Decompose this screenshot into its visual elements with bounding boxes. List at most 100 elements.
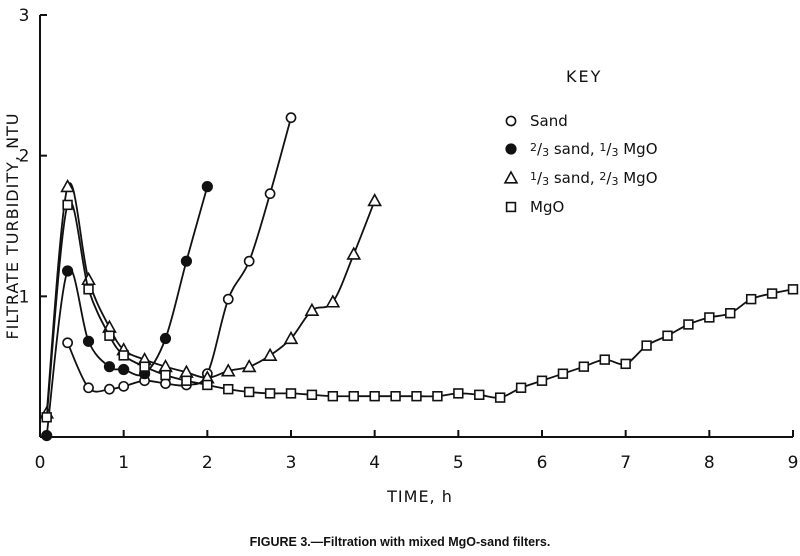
data-point-one-third-sand <box>304 302 320 317</box>
legend-marker-sand <box>505 115 517 127</box>
data-point-two-thirds-sand <box>82 335 95 347</box>
legend-label-mgo: MgO <box>530 198 564 216</box>
x-tick-label: 6 <box>537 453 548 473</box>
legend-item-mgo: MgO <box>505 198 564 216</box>
x-tick-label: 7 <box>620 453 631 473</box>
data-point-mgo <box>536 375 548 386</box>
x-ticks: 0 1 2 3 4 5 6 7 8 9 <box>35 430 799 473</box>
data-point-mgo <box>453 388 464 399</box>
data-point-sand <box>285 112 297 124</box>
series-line-two-thirds-sand <box>45 186 209 436</box>
data-point-one-third-sand <box>283 330 299 345</box>
x-tick-label: 0 <box>35 453 46 473</box>
x-tick-label: 8 <box>704 453 715 473</box>
figure-caption: FIGURE 3.—Filtration with mixed MgO-sand… <box>250 535 551 549</box>
data-point-mgo <box>578 361 590 372</box>
data-point-mgo <box>243 386 255 398</box>
legend-item-two-thirds-sand: 2/3 sand, 1/3 MgO <box>505 140 658 159</box>
legend-item-sand: Sand <box>505 112 568 130</box>
data-point-one-third-sand <box>81 271 96 286</box>
data-point-mgo <box>557 368 569 379</box>
data-point-two-thirds-sand <box>41 429 53 442</box>
axes: 0 1 2 3 4 5 6 7 8 9 1 2 3 <box>19 6 799 473</box>
legend-label-one-third-sand: 1/3 sand, 2/3 MgO <box>530 169 658 188</box>
data-point-mgo <box>83 284 94 295</box>
data-point-two-thirds-sand <box>118 363 130 376</box>
data-point-sand <box>62 337 74 349</box>
data-point-two-thirds-sand <box>180 255 193 267</box>
data-point-sand <box>118 380 130 392</box>
x-tick-label: 2 <box>202 453 213 473</box>
data-point-mgo <box>432 391 443 402</box>
y-tick-label: 1 <box>19 287 30 307</box>
data-point-mgo <box>139 361 150 372</box>
series-line-mgo <box>45 200 794 418</box>
series-mgo <box>41 199 799 423</box>
data-point-mgo <box>683 319 694 330</box>
data-point-two-thirds-sand <box>201 181 213 193</box>
data-point-mgo <box>515 382 527 393</box>
data-point-one-third-sand <box>220 363 236 377</box>
data-point-mgo <box>411 391 422 402</box>
data-point-one-third-sand <box>262 347 278 362</box>
legend: KEY Sand 2/3 sand, 1/3 MgO 1/3 sand, 2/3 M… <box>503 67 658 216</box>
series-sand <box>62 112 297 395</box>
y-tick-label: 3 <box>19 6 30 26</box>
series-line-sand <box>66 117 292 393</box>
legend-marker-one-third-sand <box>503 170 519 184</box>
data-point-one-third-sand <box>241 359 257 373</box>
data-point-mgo <box>766 288 778 299</box>
data-point-two-thirds-sand <box>103 361 116 373</box>
data-point-mgo <box>223 383 234 395</box>
data-point-one-third-sand <box>346 246 362 260</box>
series-layer <box>39 112 799 442</box>
legend-items: Sand 2/3 sand, 1/3 MgO 1/3 sand, 2/3 MgO Mg… <box>503 112 658 216</box>
y-tick-label: 2 <box>19 147 30 167</box>
series-two-thirds-sand <box>41 181 213 442</box>
data-point-mgo <box>704 312 715 323</box>
x-tick-label: 3 <box>286 453 297 473</box>
data-point-sand <box>104 383 115 395</box>
data-point-mgo <box>264 388 276 399</box>
legend-label-two-thirds-sand: 2/3 sand, 1/3 MgO <box>530 140 658 159</box>
y-ticks: 1 2 3 <box>19 6 47 307</box>
y-axis-title: FILTRATE TURBIDITY, NTU <box>3 112 22 339</box>
data-point-mgo <box>599 354 610 365</box>
data-point-mgo <box>327 391 339 402</box>
data-point-mgo <box>787 284 799 295</box>
legend-marker-mgo <box>505 201 517 213</box>
data-point-mgo <box>285 388 297 399</box>
x-tick-label: 1 <box>118 453 129 473</box>
data-point-mgo <box>494 392 506 403</box>
data-point-one-third-sand <box>367 193 383 207</box>
data-point-mgo <box>202 379 213 391</box>
data-point-mgo <box>306 389 318 400</box>
data-point-mgo <box>620 358 631 370</box>
data-point-mgo <box>390 391 401 402</box>
data-point-mgo <box>369 391 380 402</box>
data-point-mgo <box>118 350 129 361</box>
legend-label-sand: Sand <box>530 112 568 130</box>
x-axis-title: TIME, h <box>386 487 453 506</box>
legend-marker-two-thirds-sand <box>505 143 517 155</box>
data-point-sand <box>83 382 94 394</box>
data-point-one-third-sand <box>325 294 341 308</box>
data-point-mgo <box>725 308 736 319</box>
legend-title: KEY <box>566 67 602 86</box>
x-tick-label: 9 <box>788 453 799 473</box>
data-point-mgo <box>41 412 52 423</box>
data-point-mgo <box>181 375 192 386</box>
data-point-two-thirds-sand <box>62 265 74 277</box>
data-point-sand <box>222 293 234 305</box>
data-point-mgo <box>474 389 485 400</box>
legend-item-one-third-sand: 1/3 sand, 2/3 MgO <box>503 169 658 188</box>
x-tick-label: 4 <box>369 453 380 473</box>
x-tick-label: 5 <box>453 453 464 473</box>
data-point-sand <box>264 188 276 200</box>
data-point-mgo <box>745 293 757 305</box>
data-point-mgo <box>662 330 673 341</box>
data-point-sand <box>160 378 171 389</box>
data-point-one-third-sand <box>60 178 75 193</box>
data-point-two-thirds-sand <box>159 332 172 345</box>
